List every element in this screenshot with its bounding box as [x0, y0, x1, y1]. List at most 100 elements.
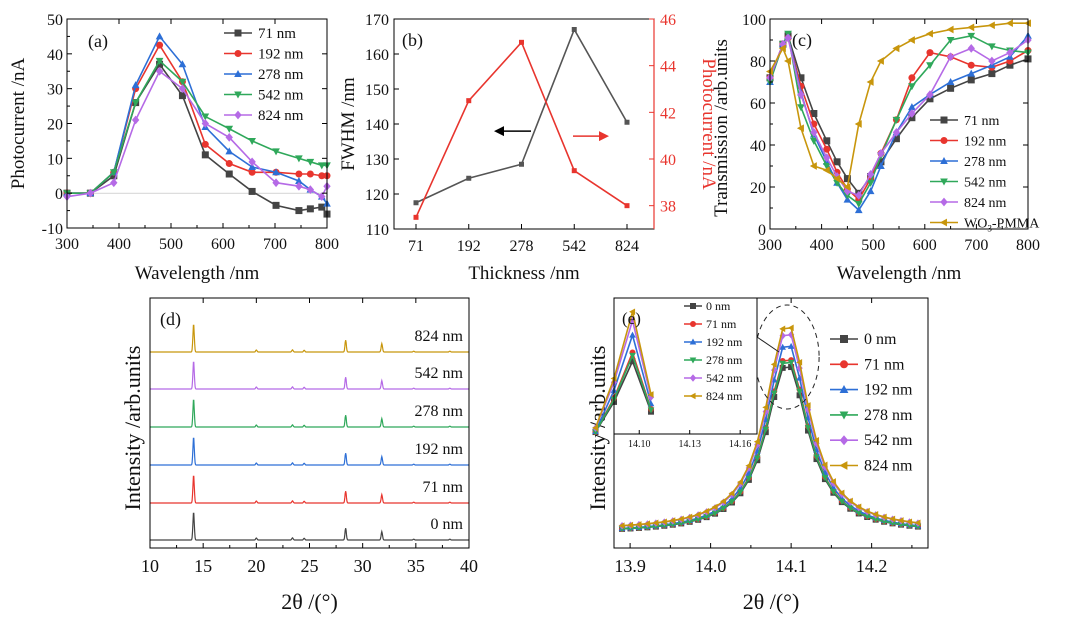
series-c-4-point	[908, 109, 916, 118]
series-e-5-point	[821, 461, 828, 469]
series-c-2-point	[854, 206, 863, 214]
series-c-3-point	[810, 137, 818, 145]
series-c-0-point	[877, 158, 885, 166]
series-c-1-point	[908, 74, 916, 82]
x-tick-label: 400	[810, 237, 834, 254]
legend-label: 278 nm	[964, 155, 1007, 170]
inset-series-3-point	[592, 429, 599, 436]
series-a-4-point	[86, 188, 95, 198]
series-e-3-point	[737, 489, 744, 496]
series-e-5-point	[897, 517, 904, 524]
series-e-5-point	[643, 520, 650, 528]
series-a-1-point	[156, 41, 164, 49]
series-b-photocurrent-point	[413, 214, 419, 220]
series-c-0-point	[967, 76, 975, 84]
legend-label: WO3-PMMA	[964, 217, 1040, 234]
series-c-1-point	[926, 49, 934, 57]
legend-marker	[840, 360, 848, 369]
series-c-3-point	[822, 163, 831, 171]
legend-label: 71 nm	[864, 356, 905, 373]
series-c-5-point	[866, 78, 874, 86]
x-tick-label: 13.9	[614, 556, 646, 576]
y-tick-label: 160	[365, 47, 389, 64]
inset-legend-label: 0 nm	[706, 299, 731, 313]
series-c-5-point	[925, 29, 933, 38]
x-tick-label: 400	[107, 236, 131, 253]
series-a-2-point	[272, 168, 280, 176]
series-a-3-point	[109, 169, 118, 177]
series-e-5-point	[855, 503, 862, 511]
y-tick-label: 130	[365, 152, 389, 169]
series-c-5-point	[854, 120, 862, 128]
inset-series-2-point	[629, 331, 636, 338]
series-c-5-point	[765, 67, 773, 76]
series-d-0-line	[150, 512, 469, 541]
inset-legend-marker	[690, 303, 696, 309]
series-a-3-point	[131, 99, 140, 107]
legend-label: 824 nm	[864, 458, 913, 475]
series-e-5-point	[677, 515, 684, 523]
series-d-label: 192 nm	[415, 441, 464, 458]
inset-series-5-point	[647, 391, 654, 398]
inset-legend-marker	[689, 357, 697, 364]
x-tick-label: 800	[315, 236, 339, 253]
series-e-3-point	[779, 360, 786, 367]
series-e-0-point	[771, 393, 778, 400]
y-tick-label: 140	[365, 117, 389, 134]
series-c-0-point	[988, 70, 996, 78]
series-a-3-point	[306, 158, 315, 166]
series-c-3-point	[854, 200, 863, 208]
inset-e: 14.10 14.13 14.16 0 nm 71 nm 192 nm 278 nm 542 …	[592, 297, 758, 450]
series-e-3-point	[838, 498, 846, 505]
series-c-4-point	[892, 128, 901, 137]
y-tick-label: 100	[742, 12, 766, 29]
series-b-fwhm-point	[519, 161, 524, 167]
series-a-2-point	[295, 176, 303, 184]
series-c-2-point	[946, 77, 955, 85]
x-tick-label: 71	[408, 238, 424, 255]
series-e-3-point	[872, 516, 879, 523]
series-c-5-point	[833, 174, 841, 183]
series-c-5-point	[1023, 19, 1031, 28]
y-tick-label: 0	[55, 186, 63, 203]
series-a-1-point	[318, 172, 326, 180]
series-c-5-point	[809, 162, 817, 170]
series-e-3-point	[720, 505, 727, 512]
series-a-3-point	[295, 155, 303, 163]
y-tick-label: 20	[47, 117, 63, 134]
series-e-5-point	[863, 507, 870, 515]
x-tick-label: 15	[194, 556, 212, 576]
series-c-2-point	[908, 103, 916, 111]
legend-label: 0 nm	[864, 331, 897, 348]
series-e-3-point	[787, 359, 795, 366]
legend-marker	[940, 178, 948, 186]
series-c-0-point	[1006, 61, 1014, 69]
y-right-axis-label: Photocurrent /nA	[698, 58, 719, 190]
y-axis-label: Transmission /arb.units	[711, 39, 732, 217]
series-b-fwhm-line	[415, 27, 628, 204]
series-d-4-line	[150, 361, 469, 390]
x-tick-label: 20	[247, 556, 265, 576]
y-tick-label: 20	[750, 180, 766, 197]
series-e-5-point	[880, 513, 887, 521]
series-b-fwhm-point	[413, 200, 419, 206]
legend-label-subscript: 3	[987, 224, 992, 234]
x-tick-label: 700	[263, 236, 287, 253]
series-a-4-point	[225, 133, 233, 142]
y-tick-label: 120	[365, 187, 389, 204]
series-e-3-point	[762, 426, 770, 433]
series-c-2-point	[866, 187, 875, 195]
series-e-5-point	[728, 490, 735, 497]
series-a-0-point	[201, 151, 209, 159]
y-tick-label: 40	[47, 47, 63, 64]
y-axis-label: FWHM /nm	[338, 77, 359, 171]
series-e-3-point	[745, 475, 753, 482]
series-c-4-point	[1006, 48, 1014, 57]
series-b-photocurrent-point	[466, 98, 472, 104]
y-tick-label: 80	[750, 54, 766, 71]
y-axis-label: Intensity /arb.units	[120, 346, 145, 511]
series-d-3-line	[150, 399, 469, 428]
series-e-3-point	[686, 518, 693, 525]
series-b-fwhm-point	[571, 27, 577, 32]
